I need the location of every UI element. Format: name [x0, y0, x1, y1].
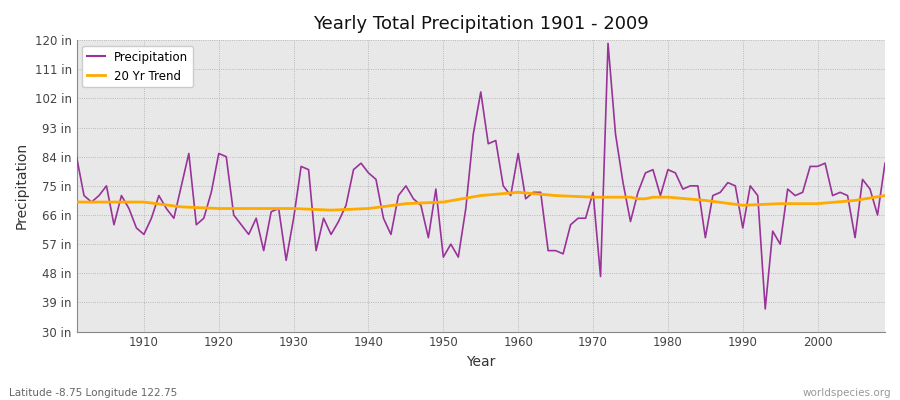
- Text: Latitude -8.75 Longitude 122.75: Latitude -8.75 Longitude 122.75: [9, 388, 177, 398]
- Legend: Precipitation, 20 Yr Trend: Precipitation, 20 Yr Trend: [83, 46, 194, 87]
- X-axis label: Year: Year: [466, 355, 496, 369]
- Y-axis label: Precipitation: Precipitation: [15, 142, 29, 230]
- Title: Yearly Total Precipitation 1901 - 2009: Yearly Total Precipitation 1901 - 2009: [313, 15, 649, 33]
- Text: worldspecies.org: worldspecies.org: [803, 388, 891, 398]
